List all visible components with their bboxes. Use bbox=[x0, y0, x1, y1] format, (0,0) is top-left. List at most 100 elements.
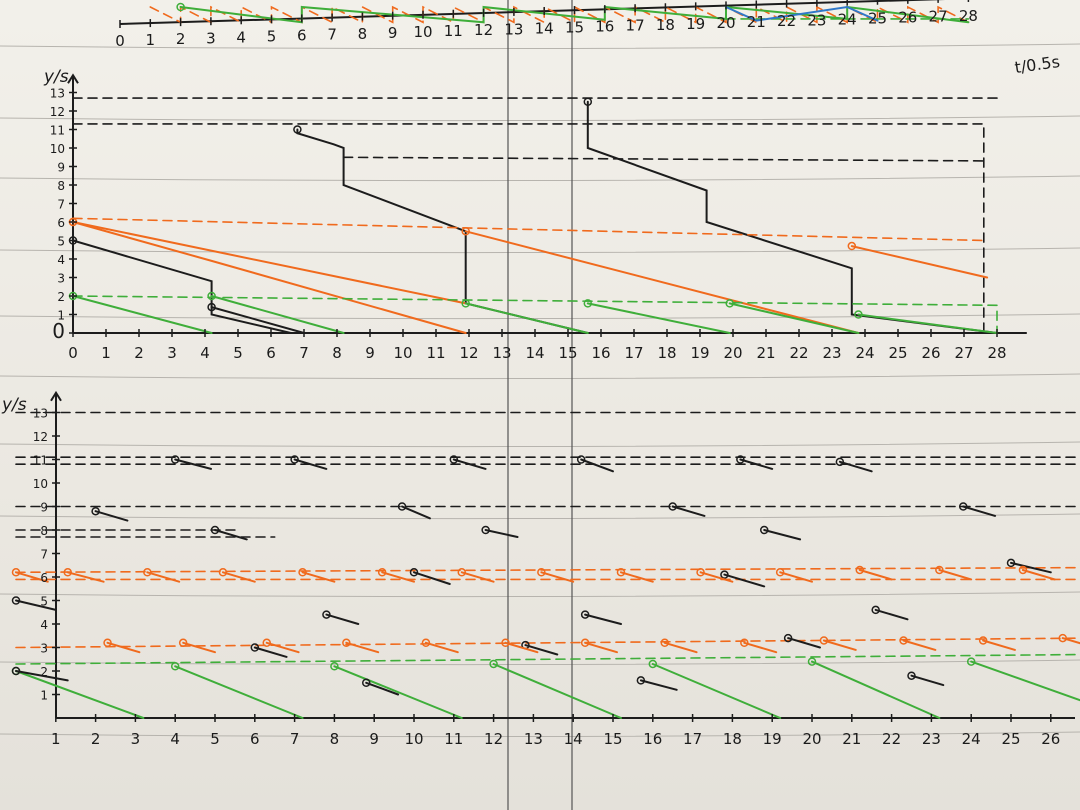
series-line-black bbox=[253, 646, 288, 658]
x-tick-label: 8 bbox=[358, 25, 368, 43]
series-line-blue bbox=[725, 5, 879, 22]
x-tick-label: 0 bbox=[115, 32, 125, 50]
point-marker bbox=[616, 568, 626, 577]
series-line-orange bbox=[149, 5, 970, 24]
point-marker bbox=[290, 455, 299, 464]
series-line-orange bbox=[72, 221, 467, 334]
point-marker bbox=[262, 638, 271, 648]
series-line-green bbox=[492, 663, 622, 719]
x-tick-label: 13 bbox=[524, 730, 543, 748]
point-marker bbox=[207, 302, 216, 312]
x-tick-label: 6 bbox=[250, 730, 260, 748]
y-tick-label: 9 bbox=[57, 161, 65, 175]
series-line-orange bbox=[540, 571, 575, 583]
series-line-green bbox=[333, 665, 463, 719]
point-marker bbox=[736, 455, 745, 464]
x-tick-label: 20 bbox=[716, 14, 735, 32]
x-tick-label: 1 bbox=[101, 344, 111, 362]
y-tick-label: 9 bbox=[40, 501, 48, 515]
point-marker bbox=[759, 525, 769, 535]
ruled-line bbox=[0, 373, 1080, 380]
point-marker bbox=[330, 662, 339, 671]
point-marker bbox=[409, 568, 419, 577]
y-axis-title: y/s bbox=[43, 67, 69, 87]
x-tick-label: 3 bbox=[206, 29, 216, 47]
x-tick-label: 15 bbox=[565, 19, 584, 37]
series-line-green bbox=[72, 295, 213, 334]
series-line-black bbox=[910, 674, 945, 687]
point-marker bbox=[397, 502, 407, 511]
series-line-black bbox=[452, 458, 487, 470]
x-tick-label: 15 bbox=[603, 730, 622, 748]
series-line-green bbox=[464, 302, 589, 334]
point-marker bbox=[580, 638, 590, 648]
series-line-orange bbox=[424, 641, 459, 654]
series-line-black bbox=[586, 100, 998, 334]
point-marker bbox=[835, 457, 845, 467]
x-tick-label: 7 bbox=[327, 26, 337, 44]
series-line-orange bbox=[146, 571, 181, 583]
series-line-orange bbox=[584, 641, 618, 654]
point-marker bbox=[854, 310, 863, 319]
series-line-black bbox=[838, 460, 873, 473]
point-marker bbox=[481, 525, 490, 535]
series-line-black bbox=[1010, 561, 1052, 574]
chart-bottom: 1 2 3 4 5 6 7 8 9 10 11 12 13 14 15 16 17 18 19 20 21 22 23 24 2… bbox=[1, 390, 1080, 748]
x-tick-label: 12 bbox=[474, 21, 493, 39]
chart-top: 0 1 2 3 4 5 6 7 8 9 10 11 12 13 14 15 16 17 18 19 20 21 22 23 24… bbox=[115, 0, 1061, 77]
series-line-black bbox=[962, 505, 997, 517]
series-line-black bbox=[787, 637, 821, 649]
x-tick-label: 18 bbox=[657, 344, 676, 362]
point-marker bbox=[978, 636, 988, 645]
x-tick-label: 23 bbox=[822, 344, 841, 362]
x-tick-label: 11 bbox=[444, 730, 463, 748]
point-marker bbox=[966, 657, 976, 666]
point-marker bbox=[775, 568, 785, 577]
series-line-orange bbox=[301, 571, 336, 583]
series-line-green bbox=[970, 660, 1080, 702]
y-tick-label: 5 bbox=[40, 595, 48, 609]
x-axis-title: t/0.5s bbox=[1013, 52, 1061, 77]
y-tick-label: 7 bbox=[57, 198, 65, 212]
x-tick-label: 10 bbox=[393, 344, 412, 362]
series-line-orange bbox=[1021, 569, 1056, 581]
y-tick-label: 2 bbox=[57, 290, 65, 304]
series-line-green bbox=[179, 5, 970, 24]
series-line-black bbox=[524, 644, 559, 656]
x-tick-label: 20 bbox=[802, 730, 821, 748]
x-tick-label: 19 bbox=[763, 730, 782, 748]
x-tick-label: 5 bbox=[210, 730, 220, 748]
series-line-black bbox=[174, 458, 212, 470]
point-marker bbox=[377, 568, 387, 577]
y-tick-label: 1 bbox=[57, 309, 65, 323]
y-tick-label: 13 bbox=[33, 407, 48, 421]
series-line-orange bbox=[15, 637, 1080, 649]
series-line-orange bbox=[66, 571, 105, 583]
x-tick-label: 14 bbox=[525, 344, 544, 362]
x-tick-label: 8 bbox=[330, 730, 340, 748]
ruled-line bbox=[0, 591, 1080, 598]
point-marker bbox=[1006, 558, 1016, 568]
series-line-green bbox=[72, 295, 998, 334]
x-tick-label: 25 bbox=[888, 344, 907, 362]
x-tick-label: 21 bbox=[756, 344, 775, 362]
x-tick-label: 14 bbox=[535, 19, 554, 37]
point-marker bbox=[449, 455, 459, 464]
ruled-line bbox=[0, 175, 1080, 182]
series-line-black bbox=[484, 529, 519, 538]
x-tick-label: 16 bbox=[643, 730, 662, 748]
series-line-black bbox=[214, 529, 248, 541]
point-marker bbox=[855, 565, 865, 575]
point-marker bbox=[11, 568, 21, 577]
series-line-black bbox=[72, 123, 985, 334]
y-tick-label: 7 bbox=[40, 548, 48, 562]
x-tick-label: 18 bbox=[656, 16, 675, 34]
series-line-orange bbox=[982, 639, 1016, 651]
x-tick-label: 4 bbox=[170, 730, 180, 748]
x-tick-label: 9 bbox=[388, 24, 398, 42]
point-marker bbox=[218, 568, 228, 577]
series-line-orange bbox=[822, 639, 857, 651]
x-tick-label: 7 bbox=[299, 344, 309, 362]
point-marker bbox=[935, 565, 944, 575]
